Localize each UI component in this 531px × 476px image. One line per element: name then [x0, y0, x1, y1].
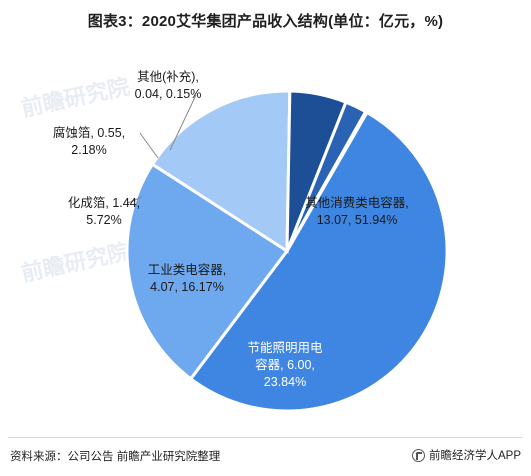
brand-name: 前瞻经济学人APP [428, 450, 521, 462]
pie-slice [285, 109, 370, 252]
slice-label-line: 其他消费类电容器, [305, 195, 408, 210]
slice-label-line: 23.84% [264, 375, 306, 389]
slice-label-line: 腐蚀箔, 0.55, [53, 125, 125, 140]
slice-label-line: 其他(补充), [137, 69, 199, 84]
slice-label: 工业类电容器, 4.07, 16.17% [148, 262, 226, 294]
slice-label: 其他消费类电容器, 13.07, 51.94% [305, 195, 408, 227]
slice-label: 节能照明用电容器, 6.00, 23.84% [247, 341, 323, 389]
slice-label: 化成箔, 1.44, 5.72% [68, 195, 140, 227]
leader-line [169, 94, 197, 151]
footer-divider [8, 437, 523, 438]
source-note: 资料来源：公司公告 前瞻产业研究院整理 [10, 451, 221, 463]
slice-label-line: 化成箔, 1.44, [68, 195, 140, 210]
slice-label-line: 2.18% [71, 143, 106, 157]
leader-line [139, 132, 159, 159]
brand-logo-icon [411, 448, 425, 462]
pie-slice [150, 89, 292, 254]
slice-label-line: 13.07, 51.94% [317, 213, 398, 227]
chart-title: 图表3：2020艾华集团产品收入结构(单位：亿元，%) [87, 13, 444, 30]
slice-label-line: 5.72% [86, 213, 121, 227]
slice-label-line: 节能照明用电 [247, 341, 323, 355]
leader-line [127, 196, 143, 204]
slice-label-line: 容器, 6.00, [255, 357, 315, 372]
brand-mark: 前瞻经济学人APP [411, 447, 521, 463]
slice-label-line: 工业类电容器, [148, 262, 226, 277]
slice-label: 腐蚀箔, 0.55, 2.18% [53, 125, 125, 157]
slice-label: 其他(补充), 0.04, 0.15% [135, 69, 202, 101]
slice-label-line: 0.04, 0.15% [135, 87, 202, 101]
pie-slice [125, 162, 290, 381]
slice-label-line: 4.07, 16.17% [150, 280, 224, 294]
pie-slice [188, 110, 449, 413]
